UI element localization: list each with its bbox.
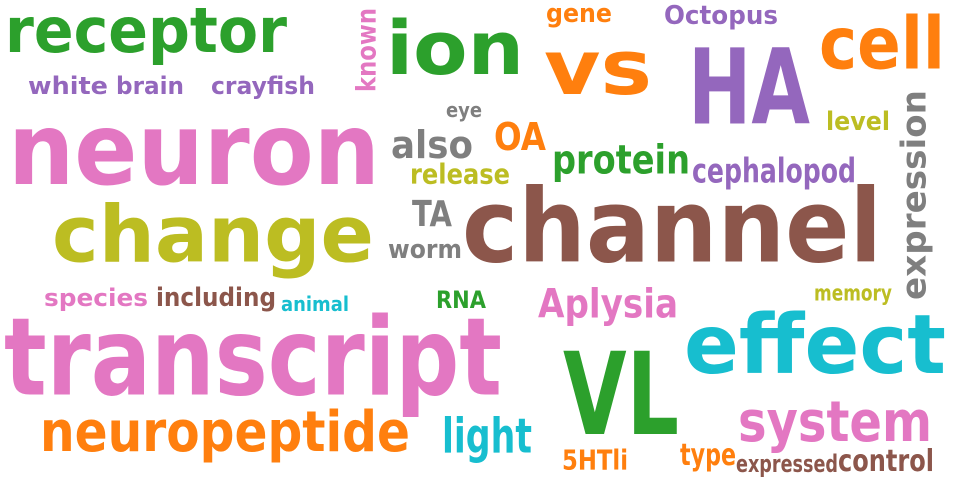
word-aplysia: Aplysia	[538, 280, 678, 328]
word-light: light	[442, 408, 532, 464]
word-vs: vs	[544, 23, 652, 113]
word-brain: brain	[116, 72, 184, 100]
word-worm: worm	[388, 233, 462, 265]
word-control: control	[838, 443, 934, 479]
word-neuron: neuron	[8, 92, 380, 208]
word-type: type	[680, 437, 736, 473]
word-ta: TA	[412, 193, 452, 235]
word-white: white	[28, 72, 108, 100]
word-expressed: expressed	[736, 450, 838, 478]
word-species: species	[44, 284, 148, 312]
word-gene: gene	[546, 0, 612, 29]
word-5htli: 5HTli	[562, 443, 628, 477]
word-eye: eye	[446, 98, 482, 122]
word-channel: channel	[462, 167, 882, 287]
word-release: release	[410, 157, 510, 191]
word-also: also	[391, 122, 473, 168]
word-crayfish: crayfish	[211, 72, 315, 100]
word-ha: HA	[688, 27, 810, 149]
word-cell: cell	[819, 2, 945, 86]
word-system: system	[738, 389, 932, 455]
word-animal: animal	[281, 292, 349, 316]
word-including: including	[156, 281, 276, 313]
word-change: change	[52, 189, 374, 281]
word-ion: ion	[386, 6, 524, 92]
word-expression: expression	[894, 90, 934, 300]
word-octopus: Octopus	[664, 0, 778, 31]
word-known: known	[350, 7, 383, 92]
word-level: level	[826, 105, 890, 137]
word-memory: memory	[814, 280, 892, 306]
word-oa: OA	[494, 114, 546, 160]
word-effect: effect	[684, 297, 946, 393]
word-neuropeptide: neuropeptide	[40, 399, 410, 465]
word-rna: RNA	[436, 286, 486, 314]
word-vl: VL	[563, 328, 679, 462]
word-protein: protein	[552, 136, 690, 184]
word-cephalopod: cephalopod	[692, 151, 856, 191]
word-receptor: receptor	[5, 0, 287, 67]
word-transcript: transcript	[4, 295, 502, 421]
